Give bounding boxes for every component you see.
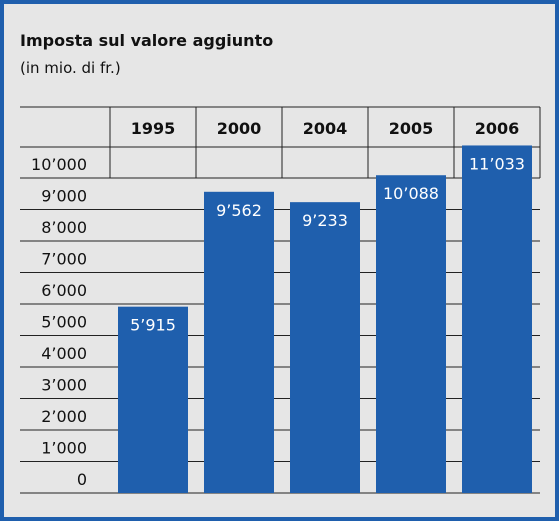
y-tick-label: 7’000: [41, 250, 87, 269]
x-tick-label: 2004: [303, 119, 348, 138]
chart-title: Imposta sul valore aggiunto: [20, 31, 273, 50]
y-tick-label: 1’000: [41, 439, 87, 458]
bar: [290, 202, 360, 493]
value-label: 10’088: [383, 184, 439, 203]
value-label: 9’562: [216, 201, 262, 220]
value-label: 11’033: [469, 154, 525, 173]
y-tick-label: 2’000: [41, 407, 87, 426]
bar: [376, 175, 446, 493]
x-tick-label: 2000: [217, 119, 262, 138]
y-tick-label: 6’000: [41, 281, 87, 300]
y-tick-label: 9’000: [41, 187, 87, 206]
y-tick-label: 8’000: [41, 218, 87, 237]
y-tick-label: 0: [77, 470, 87, 489]
y-tick-label: 3’000: [41, 376, 87, 395]
x-tick-label: 2005: [389, 119, 434, 138]
y-tick-label: 5’000: [41, 313, 87, 332]
x-tick-label: 2006: [475, 119, 520, 138]
bar: [462, 145, 532, 493]
y-tick-label: 4’000: [41, 344, 87, 363]
x-tick-label: 1995: [131, 119, 176, 138]
bar: [204, 191, 274, 493]
y-tick-label: 10’000: [31, 155, 87, 174]
chart-subtitle: (in mio. di fr.): [20, 59, 121, 77]
value-label: 5’915: [130, 316, 176, 335]
value-label: 9’233: [302, 211, 348, 230]
bar: [118, 306, 188, 493]
